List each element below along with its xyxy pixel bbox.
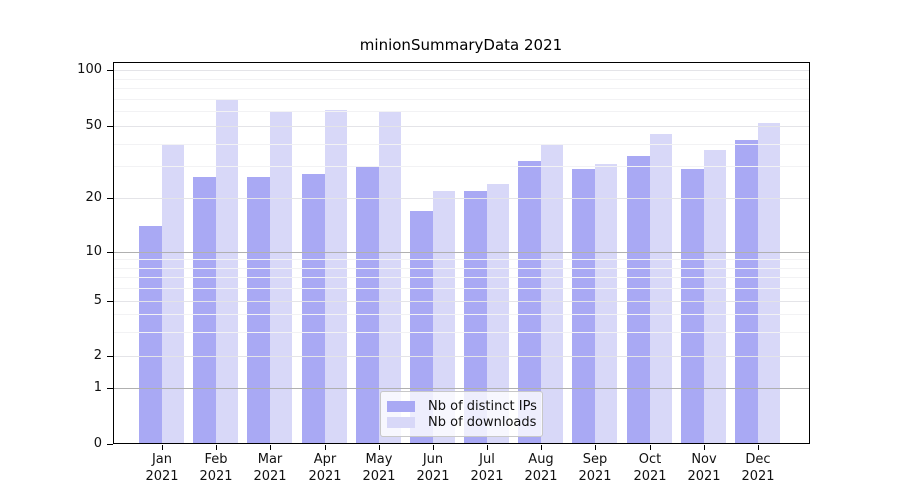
legend-label-downloads: Nb of downloads [428,414,537,430]
x-tick-label-may: May 2021 [362,452,396,484]
y-tick [107,444,113,445]
x-tick [650,445,651,450]
bar-downloads-feb [216,99,239,443]
y-tick [107,70,113,71]
y-tick-label: 100 [77,62,102,77]
bar-distinct-ips-sep [572,169,596,443]
x-tick [270,445,271,450]
gridline-minor [114,88,809,89]
x-tick-label-sep: Sep 2021 [578,452,612,484]
gridline-major [114,126,809,127]
y-tick [107,198,113,199]
x-tick [541,445,542,450]
bar-downloads-apr [324,110,347,443]
gridline-minor [114,332,809,333]
gridline-minor [114,288,809,289]
x-tick [325,445,326,450]
gridline-minor [114,111,809,112]
bar-downloads-dec [757,123,780,443]
y-tick-label: 1 [93,380,102,395]
y-tick [107,301,113,302]
x-tick-label-jan: Jan 2021 [145,452,179,484]
x-tick-label-aug: Aug 2021 [524,452,558,484]
legend-item-downloads: Nb of downloads [387,414,537,431]
gridline-decade [114,252,809,253]
x-tick-label-jul: Jul 2021 [470,452,504,484]
bar-downloads-jan [162,144,184,443]
legend-label-distinct-ips: Nb of distinct IPs [428,399,537,415]
x-tick-label-apr: Apr 2021 [308,452,342,484]
y-tick [107,126,113,127]
gridline-minor [114,144,809,145]
legend-swatch-distinct-ips [387,401,415,413]
legend: Nb of distinct IPs Nb of downloads [380,391,543,437]
chart-title: minionSummaryData 2021 [359,36,563,54]
x-tick [595,445,596,450]
y-tick [107,388,113,389]
legend-swatch-downloads [387,416,415,428]
y-tick-label: 5 [93,293,102,308]
x-tick-label-mar: Mar 2021 [253,452,287,484]
x-tick-label-jun: Jun 2021 [416,452,450,484]
y-tick [107,356,113,357]
y-tick-label: 10 [85,244,102,259]
bar-distinct-ips-nov [680,169,704,443]
gridline-major [114,70,809,71]
bar-distinct-ips-jun [409,211,433,443]
bar-distinct-ips-may [355,166,379,443]
bar-distinct-ips-feb [193,177,217,443]
x-tick-label-feb: Feb 2021 [199,452,233,484]
bar-distinct-ips-dec [734,140,758,443]
gridline-minor [114,166,809,167]
bar-distinct-ips-aug [518,161,542,443]
y-tick-label: 0 [93,436,102,451]
gridline-minor [114,314,809,315]
y-tick-label: 20 [85,190,102,205]
bar-downloads-aug [541,144,564,443]
y-tick-label: 50 [85,118,102,133]
x-tick-label-dec: Dec 2021 [741,452,775,484]
x-tick [216,445,217,450]
bar-distinct-ips-oct [626,156,650,443]
y-tick [107,252,113,253]
gridline-minor [114,99,809,100]
gridline-minor [114,79,809,80]
x-tick [758,445,759,450]
bar-downloads-sep [595,164,618,443]
bar-distinct-ips-jul [464,191,488,443]
bar-downloads-nov [703,150,726,443]
x-tick [433,445,434,450]
gridline-major [114,301,809,302]
y-tick-label: 2 [93,348,102,363]
x-tick-label-oct: Oct 2021 [633,452,667,484]
x-tick [379,445,380,450]
bar-distinct-ips-apr [301,174,325,443]
bar-downloads-jun [432,191,455,443]
gridline-minor [114,277,809,278]
gridline-decade [114,388,809,389]
bar-distinct-ips-mar [247,177,271,443]
gridline-major [114,198,809,199]
x-tick [704,445,705,450]
x-tick-label-nov: Nov 2021 [687,452,721,484]
gridline-minor [114,268,809,269]
gridline-minor [114,259,809,260]
bar-downloads-jul [487,184,510,443]
x-tick [487,445,488,450]
gridline-major [114,356,809,357]
legend-item-distinct-ips: Nb of distinct IPs [387,399,537,415]
x-tick [162,445,163,450]
